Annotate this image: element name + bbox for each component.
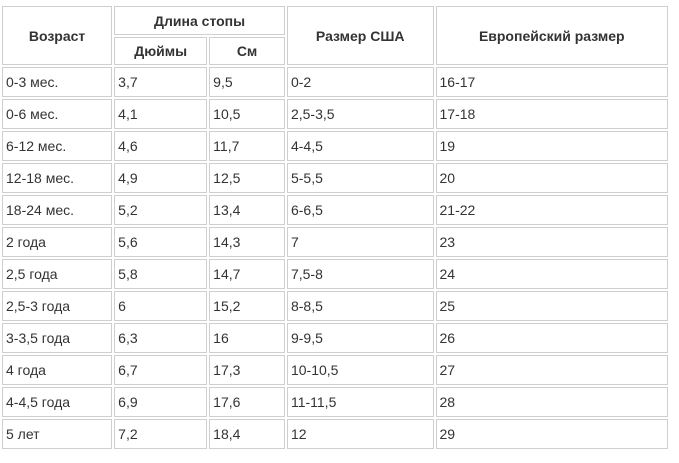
cell-cm: 14,3 — [209, 227, 285, 257]
cell-inches: 6 — [114, 291, 208, 321]
cell-eu-size: 17-18 — [435, 99, 668, 129]
cell-inches: 5,2 — [114, 195, 208, 225]
cell-cm: 11,7 — [209, 131, 285, 161]
cell-inches: 5,6 — [114, 227, 208, 257]
cell-cm: 17,3 — [209, 355, 285, 385]
cell-age: 0-3 мес. — [2, 67, 113, 97]
cell-cm: 9,5 — [209, 67, 285, 97]
header-age: Возраст — [2, 6, 113, 65]
table-row: 3-3,5 года 6,3 16 9-9,5 26 — [2, 323, 668, 353]
cell-eu-size: 23 — [435, 227, 668, 257]
header-row-2: Дюймы См — [2, 37, 668, 65]
cell-us-size: 11-11,5 — [286, 387, 434, 417]
cell-inches: 3,7 — [114, 67, 208, 97]
cell-us-size: 7,5-8 — [286, 259, 434, 289]
cell-us-size: 10-10,5 — [286, 355, 434, 385]
cell-cm: 18,4 — [209, 419, 285, 449]
cell-age: 2,5 года — [2, 259, 113, 289]
cell-age: 5 лет — [2, 419, 113, 449]
header-foot-length: Длина стопы — [114, 6, 285, 35]
cell-cm: 14,7 — [209, 259, 285, 289]
table-row: 2,5-3 года 6 15,2 8-8,5 25 — [2, 291, 668, 321]
table-row: 4 года 6,7 17,3 10-10,5 27 — [2, 355, 668, 385]
cell-cm: 17,6 — [209, 387, 285, 417]
cell-inches: 6,3 — [114, 323, 208, 353]
cell-eu-size: 27 — [435, 355, 668, 385]
cell-eu-size: 21-22 — [435, 195, 668, 225]
cell-eu-size: 16-17 — [435, 67, 668, 97]
header-eu-size: Европейский размер — [435, 6, 668, 65]
table-row: 4-4,5 года 6,9 17,6 11-11,5 28 — [2, 387, 668, 417]
table-header: Возраст Длина стопы Размер США Европейск… — [2, 6, 668, 65]
cell-age: 2 года — [2, 227, 113, 257]
cell-inches: 6,7 — [114, 355, 208, 385]
cell-cm: 10,5 — [209, 99, 285, 129]
cell-age: 4-4,5 года — [2, 387, 113, 417]
cell-eu-size: 25 — [435, 291, 668, 321]
cell-us-size: 12 — [286, 419, 434, 449]
cell-us-size: 9-9,5 — [286, 323, 434, 353]
header-inches: Дюймы — [114, 37, 208, 65]
cell-age: 18-24 мес. — [2, 195, 113, 225]
cell-inches: 5,8 — [114, 259, 208, 289]
cell-us-size: 5-5,5 — [286, 163, 434, 193]
header-row-1: Возраст Длина стопы Размер США Европейск… — [2, 6, 668, 65]
cell-inches: 4,9 — [114, 163, 208, 193]
cell-us-size: 0-2 — [286, 67, 434, 97]
cell-age: 3-3,5 года — [2, 323, 113, 353]
table-row: 6-12 мес. 4,6 11,7 4-4,5 19 — [2, 131, 668, 161]
table-row: 0-3 мес. 3,7 9,5 0-2 16-17 — [2, 67, 668, 97]
cell-us-size: 7 — [286, 227, 434, 257]
cell-cm: 12,5 — [209, 163, 285, 193]
cell-eu-size: 29 — [435, 419, 668, 449]
cell-us-size: 8-8,5 — [286, 291, 434, 321]
table-row: 2 года 5,6 14,3 7 23 — [2, 227, 668, 257]
cell-inches: 6,9 — [114, 387, 208, 417]
table-row: 5 лет 7,2 18,4 12 29 — [2, 419, 668, 449]
cell-cm: 15,2 — [209, 291, 285, 321]
table-row: 18-24 мес. 5,2 13,4 6-6,5 21-22 — [2, 195, 668, 225]
cell-us-size: 2,5-3,5 — [286, 99, 434, 129]
table-body: 0-3 мес. 3,7 9,5 0-2 16-17 0-6 мес. 4,1 10,5 2,5… — [2, 67, 668, 449]
cell-age: 12-18 мес. — [2, 163, 113, 193]
header-cm: См — [209, 37, 285, 65]
table-row: 12-18 мес. 4,9 12,5 5-5,5 20 — [2, 163, 668, 193]
cell-eu-size: 24 — [435, 259, 668, 289]
table-row: 0-6 мес. 4,1 10,5 2,5-3,5 17-18 — [2, 99, 668, 129]
cell-age: 0-6 мес. — [2, 99, 113, 129]
cell-inches: 4,6 — [114, 131, 208, 161]
table-row: 2,5 года 5,8 14,7 7,5-8 24 — [2, 259, 668, 289]
cell-eu-size: 26 — [435, 323, 668, 353]
shoe-size-table: Возраст Длина стопы Размер США Европейск… — [0, 4, 670, 451]
cell-cm: 16 — [209, 323, 285, 353]
cell-inches: 7,2 — [114, 419, 208, 449]
cell-age: 2,5-3 года — [2, 291, 113, 321]
cell-cm: 13,4 — [209, 195, 285, 225]
cell-us-size: 6-6,5 — [286, 195, 434, 225]
cell-age: 6-12 мес. — [2, 131, 113, 161]
cell-eu-size: 19 — [435, 131, 668, 161]
cell-eu-size: 28 — [435, 387, 668, 417]
cell-age: 4 года — [2, 355, 113, 385]
header-us-size: Размер США — [286, 6, 434, 65]
cell-eu-size: 20 — [435, 163, 668, 193]
cell-inches: 4,1 — [114, 99, 208, 129]
cell-us-size: 4-4,5 — [286, 131, 434, 161]
